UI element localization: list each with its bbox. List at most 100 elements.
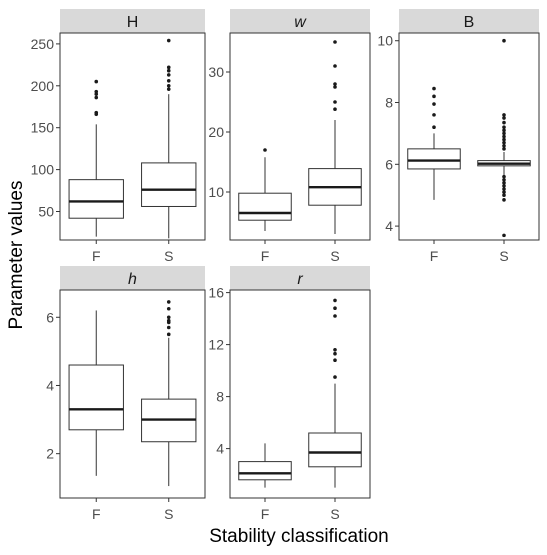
outlier-point [432,86,436,91]
outlier-point [333,314,337,318]
x-tick-label: F [261,506,270,522]
y-tick-label: 12 [208,337,224,353]
y-tick-label: 50 [38,204,54,220]
outlier-point [432,102,436,106]
outlier-point [94,79,99,84]
outlier-point [502,137,506,142]
outlier-point [502,125,506,130]
outlier-point [333,82,337,86]
outlier-point [166,318,171,323]
outlier-point [333,40,337,44]
x-tick-label: S [330,248,339,264]
outlier-point [333,306,337,311]
y-tick-label: 8 [216,389,224,405]
facet-panel-H: H 50 100 150 200 250 F S [31,9,206,264]
box-H-F [68,79,124,237]
y-tick-label: 4 [216,441,224,457]
facet-strip-label: H [127,14,139,31]
box-w-F [238,148,292,231]
x-axis-title: Stability classification [209,526,389,547]
outlier-point [502,116,506,120]
facet-strip [60,266,205,290]
outlier-point [502,131,506,136]
x-tick-label: S [330,506,339,522]
outlier-point [166,73,171,77]
facet-panel-h: h 2 4 6 F S [46,266,206,522]
box-h-F [68,310,124,476]
facet-panels: H 50 100 150 200 250 F Sw 10 20 30 F S B 4 6 8 10 F Sh 2 4 6 F S… [31,9,540,522]
outlier-point [502,38,506,43]
facet-strip-label: w [294,14,307,31]
outlier-point [502,113,506,117]
box-r-F [238,443,292,488]
y-tick-label: 8 [385,95,393,111]
box-B-F [407,86,461,200]
outlier-point [333,375,337,379]
outlier-point [502,128,506,133]
facet-strip [230,266,370,290]
facet-panel-B: B 4 6 8 10 F S [377,9,540,264]
outlier-point [502,233,506,238]
outlier-point [333,100,337,104]
x-tick-label: F [261,248,270,264]
outlier-point [502,190,506,194]
y-tick-label: 10 [377,33,393,49]
y-tick-label: 100 [31,162,55,178]
outlier-point [502,187,506,191]
facet-strip [230,9,370,33]
facet-strip-label: h [128,271,137,288]
y-tick-label: 2 [46,446,54,462]
panel-frame [229,32,371,241]
outlier-point [502,174,506,179]
outlier-point [502,193,506,198]
y-tick-label: 200 [31,78,55,94]
y-tick-label: 4 [385,218,393,234]
facet-panel-r: r 4 8 12 16 F S [208,266,371,522]
iqr-box [308,432,362,468]
facet-strip [399,9,539,33]
outlier-point [502,198,506,202]
iqr-box [141,162,197,207]
box-h-S [141,300,197,487]
y-tick-label: 250 [31,36,55,52]
outlier-point [166,68,171,73]
y-tick-label: 16 [208,285,224,301]
facet-panel-w: w 10 20 30 F S [208,9,371,264]
outlier-point [333,107,337,111]
outlier-point [94,110,99,115]
outlier-point [166,315,171,320]
y-tick-label: 10 [208,184,224,200]
x-tick-label: F [92,248,101,264]
box-H-S [141,38,197,239]
iqr-box [238,192,292,221]
facet-strip-label: B [464,14,475,31]
panel-frame [398,32,540,241]
outlier-point [333,348,337,352]
outlier-point [502,143,506,148]
outlier-point [94,95,99,100]
outlier-point [166,87,171,91]
outlier-point [166,300,171,304]
y-axis-title: Parameter values [6,181,27,330]
iqr-box [238,461,292,481]
panel-frame [229,289,371,499]
x-tick-label: F [430,248,439,264]
outlier-point [166,306,171,311]
x-tick-label: S [164,506,173,522]
iqr-box [68,179,124,219]
outlier-point [502,177,506,182]
facet-strip [60,9,205,33]
outlier-point [166,78,171,83]
outlier-point [333,85,337,89]
box-r-S [308,298,362,488]
outlier-point [166,325,171,330]
outlier-point [432,113,436,117]
y-tick-label: 20 [208,124,224,140]
x-tick-label: F [92,506,101,522]
outlier-point [333,358,337,363]
outlier-point [333,64,337,68]
outlier-point [94,92,99,96]
y-tick-label: 30 [208,64,224,80]
